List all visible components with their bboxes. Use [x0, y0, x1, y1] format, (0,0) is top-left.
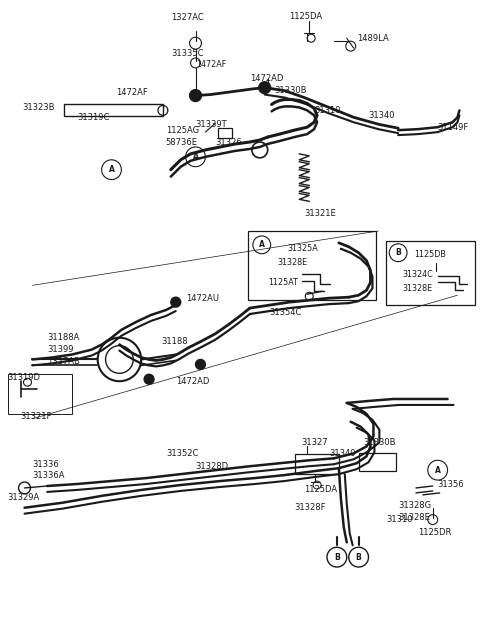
- Text: 31328G: 31328G: [398, 501, 431, 511]
- Text: 31352C: 31352C: [166, 449, 198, 458]
- Text: 31328D: 31328D: [195, 462, 228, 471]
- Text: 1125DA: 1125DA: [289, 12, 323, 21]
- Bar: [218, 128, 232, 138]
- Text: 31319C: 31319C: [77, 113, 109, 122]
- Text: 1327AB: 1327AB: [47, 357, 80, 366]
- Text: A: A: [259, 241, 264, 249]
- Text: 31328E: 31328E: [402, 284, 432, 293]
- Bar: [248, 231, 376, 300]
- Text: 31356: 31356: [438, 480, 464, 489]
- Bar: [359, 453, 396, 471]
- Text: 31319D: 31319D: [8, 373, 41, 382]
- Text: B: B: [334, 553, 340, 561]
- Text: 1125AG: 1125AG: [166, 126, 199, 134]
- Text: 1327AC: 1327AC: [171, 13, 204, 22]
- Text: 31354C: 31354C: [270, 308, 302, 317]
- Text: 1125DA: 1125DA: [304, 485, 337, 494]
- Text: 58736E: 58736E: [166, 138, 198, 146]
- Text: 31188A: 31188A: [47, 333, 80, 342]
- Text: 31330B: 31330B: [363, 438, 396, 447]
- Bar: [295, 454, 339, 474]
- Text: 31340: 31340: [369, 111, 395, 120]
- Circle shape: [195, 359, 205, 369]
- Text: 31328E: 31328E: [398, 513, 430, 522]
- Text: 1472AD: 1472AD: [176, 377, 209, 386]
- Text: 31323B: 31323B: [23, 103, 55, 112]
- Circle shape: [190, 90, 202, 102]
- Text: 1125DR: 1125DR: [418, 528, 451, 537]
- Text: 31149F: 31149F: [438, 122, 469, 132]
- Text: 31321E: 31321E: [304, 208, 336, 218]
- Text: 31330B: 31330B: [275, 86, 307, 95]
- Circle shape: [171, 297, 180, 307]
- Text: 31327: 31327: [301, 438, 328, 447]
- Text: 1125AT: 1125AT: [268, 278, 298, 287]
- Text: 1472AF: 1472AF: [196, 60, 227, 70]
- Text: 31339T: 31339T: [195, 120, 227, 129]
- Text: A: A: [192, 153, 198, 161]
- Bar: [64, 104, 163, 116]
- Text: 31336A: 31336A: [33, 470, 65, 480]
- Text: 31399: 31399: [47, 345, 74, 354]
- Text: 31329A: 31329A: [8, 494, 40, 502]
- Circle shape: [144, 374, 154, 384]
- Bar: [8, 374, 72, 414]
- Text: 31321F: 31321F: [21, 413, 52, 421]
- Text: 31325A: 31325A: [288, 244, 318, 253]
- Text: 31310: 31310: [314, 106, 341, 115]
- Text: 31336: 31336: [33, 460, 59, 468]
- Circle shape: [259, 82, 271, 94]
- Text: 1472AU: 1472AU: [186, 294, 218, 303]
- Text: 1472AD: 1472AD: [250, 74, 283, 84]
- Text: 31188: 31188: [161, 337, 188, 346]
- Text: 31326: 31326: [216, 138, 242, 146]
- Bar: [386, 241, 475, 305]
- Text: 31328F: 31328F: [294, 503, 326, 512]
- Text: 31324C: 31324C: [402, 270, 433, 279]
- Text: 1125DB: 1125DB: [414, 250, 446, 259]
- Text: B: B: [395, 248, 401, 257]
- Text: A: A: [435, 466, 441, 475]
- Text: 31310: 31310: [386, 515, 413, 524]
- Text: 31340: 31340: [329, 449, 356, 458]
- Text: 1489LA: 1489LA: [357, 34, 388, 43]
- Text: 31335C: 31335C: [171, 48, 204, 58]
- Text: A: A: [108, 165, 114, 174]
- Text: 31328E: 31328E: [277, 258, 308, 267]
- Text: B: B: [356, 553, 361, 561]
- Text: 1472AF: 1472AF: [117, 88, 148, 97]
